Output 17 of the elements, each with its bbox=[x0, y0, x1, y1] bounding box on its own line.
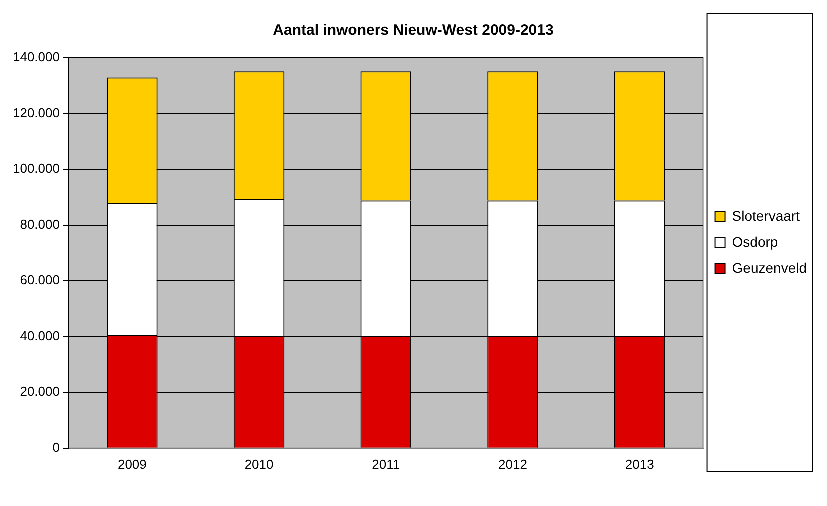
x-tick-label: 2009 bbox=[118, 456, 147, 472]
y-tick-label: 40.000 bbox=[20, 328, 60, 344]
x-tick-label: 2011 bbox=[372, 456, 400, 472]
legend-label: Geuzenveld bbox=[732, 260, 807, 276]
legend-label: Slotervaart bbox=[732, 208, 800, 224]
y-tick-label: 20.000 bbox=[20, 384, 60, 400]
x-tick-label: 2012 bbox=[498, 456, 528, 472]
x-tick-label: 2010 bbox=[244, 456, 274, 472]
legend-label: Osdorp bbox=[732, 234, 778, 250]
y-tick-label: 140.000 bbox=[12, 50, 60, 65]
y-tick-label: 0 bbox=[52, 440, 60, 455]
y-tick-label: 120.000 bbox=[12, 105, 60, 120]
y-tick-label: 60.000 bbox=[20, 272, 60, 288]
y-tick-label: 80.000 bbox=[20, 216, 60, 232]
y-tick-label: 100.000 bbox=[12, 161, 60, 176]
chart-title: Aantal inwoners Nieuw-West 2009-2013 bbox=[273, 22, 554, 40]
x-tick-label: 2013 bbox=[625, 456, 654, 472]
